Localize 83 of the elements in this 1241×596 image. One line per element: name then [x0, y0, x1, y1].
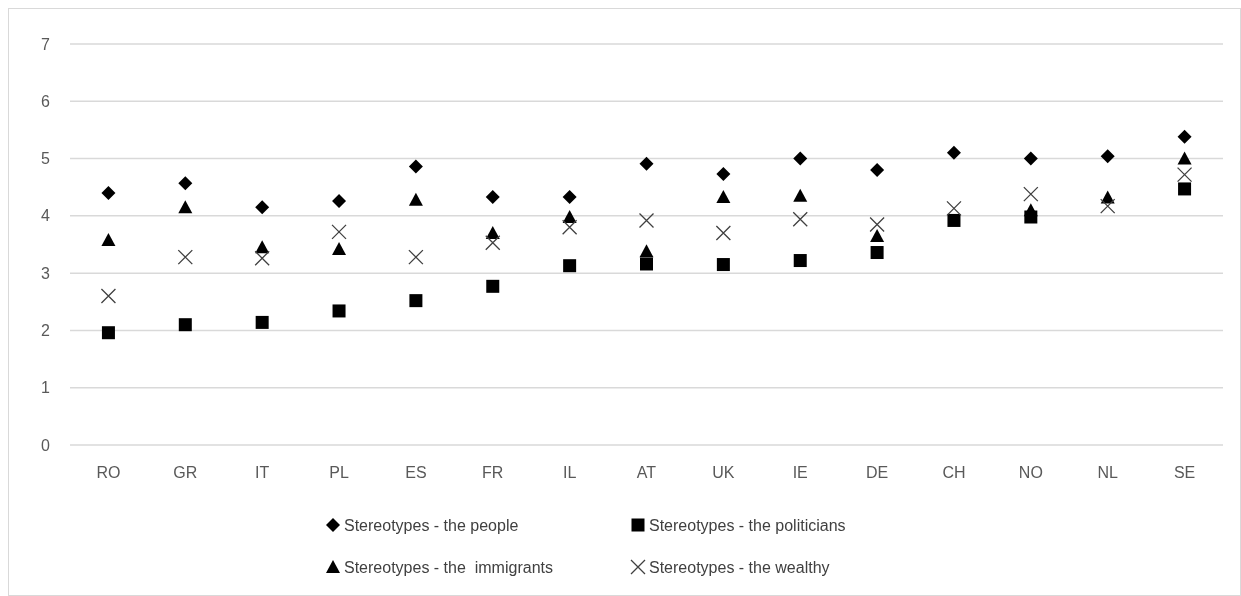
point — [1100, 198, 1116, 214]
point — [869, 216, 885, 233]
x-tick-label: PL — [329, 464, 349, 481]
point — [255, 200, 270, 215]
point — [716, 189, 731, 203]
point — [178, 176, 193, 191]
point — [1176, 166, 1193, 183]
legend-label: Stereotypes - the politicians — [649, 516, 846, 534]
point — [1177, 129, 1192, 144]
legend-label: Stereotypes - the wealthy — [649, 558, 830, 576]
point — [485, 226, 500, 240]
point — [793, 254, 807, 268]
x-tick-label: DE — [865, 464, 889, 481]
point — [562, 189, 577, 204]
x-tick-label: NL — [1097, 464, 1119, 481]
point — [177, 249, 193, 265]
point — [254, 250, 270, 266]
point — [1100, 149, 1115, 164]
point — [101, 185, 116, 200]
point — [485, 235, 501, 251]
y-tick-label: 5 — [41, 150, 51, 168]
point — [639, 156, 654, 171]
point — [715, 225, 732, 241]
point — [255, 315, 269, 329]
point — [1023, 186, 1039, 202]
point — [716, 167, 731, 182]
point — [793, 151, 808, 166]
point — [255, 240, 270, 254]
point — [947, 213, 961, 227]
point — [101, 326, 115, 340]
point — [716, 258, 730, 272]
point — [178, 200, 193, 214]
point — [408, 159, 423, 174]
x-tick-label: IL — [562, 464, 577, 481]
point — [639, 244, 654, 258]
point — [100, 288, 117, 304]
point — [331, 224, 347, 240]
point — [870, 228, 885, 242]
point — [870, 246, 884, 260]
point — [562, 210, 577, 223]
point — [409, 294, 423, 308]
y-tick-label: 6 — [41, 92, 51, 110]
x-tick-label: RO — [96, 464, 121, 481]
x-tick-label: AT — [636, 464, 657, 481]
x-tick-label: GR — [173, 464, 198, 481]
point — [563, 259, 577, 273]
point — [1023, 151, 1038, 166]
point — [870, 163, 885, 178]
y-tick-label: 4 — [41, 207, 51, 225]
y-tick-label: 3 — [41, 264, 51, 282]
y-tick-label: 1 — [41, 379, 51, 397]
point — [408, 192, 423, 206]
y-tick-label: 7 — [41, 35, 51, 53]
point — [486, 279, 500, 293]
point — [178, 318, 192, 332]
x-tick-label: SE — [1173, 464, 1196, 481]
point — [561, 219, 578, 235]
x-tick-label: IT — [255, 464, 270, 481]
x-tick-label: IE — [792, 464, 808, 481]
x-tick-label: UK — [712, 464, 735, 481]
point — [1023, 203, 1038, 217]
point — [1178, 182, 1192, 196]
x-tick-label: CH — [942, 464, 966, 481]
point — [946, 200, 962, 217]
x-tick-label: ES — [405, 464, 427, 481]
point — [1177, 151, 1192, 165]
point — [793, 188, 808, 202]
point — [332, 193, 347, 208]
x-tick-label: FR — [482, 464, 504, 481]
point — [638, 212, 655, 229]
legend-label: Stereotypes - the immigrants — [344, 558, 553, 576]
point — [101, 232, 116, 246]
legend-label: Stereotypes - the people — [344, 516, 519, 534]
point — [792, 211, 808, 227]
point — [332, 304, 346, 318]
x-tick-label: NO — [1018, 464, 1043, 481]
point — [946, 145, 961, 160]
point — [408, 249, 424, 265]
point — [485, 189, 500, 204]
point — [640, 257, 653, 271]
y-tick-label: 2 — [41, 322, 51, 340]
y-tick-label: 0 — [41, 436, 51, 454]
point — [332, 242, 347, 256]
